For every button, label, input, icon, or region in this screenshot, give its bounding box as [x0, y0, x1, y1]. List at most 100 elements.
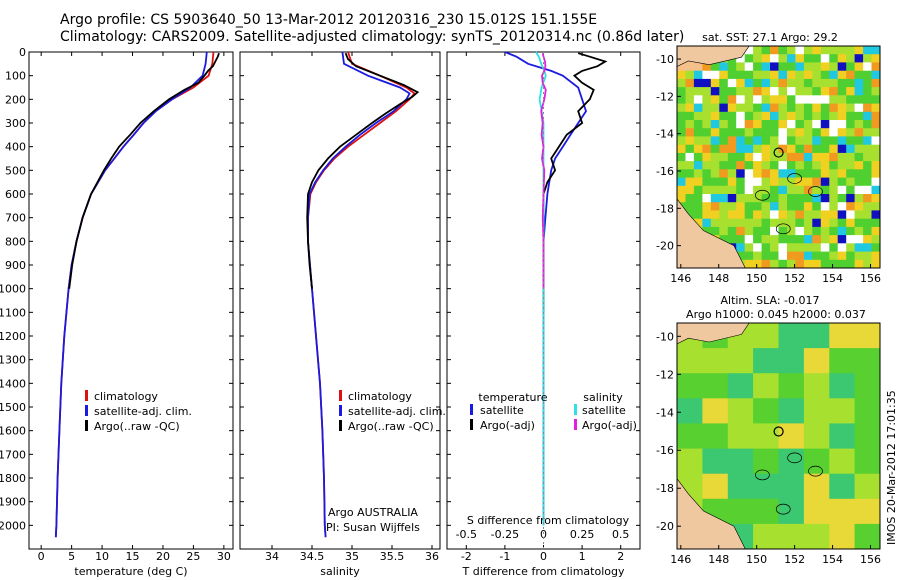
sst_map-cell [812, 169, 822, 178]
sst_map-cell [795, 218, 805, 228]
sla_map-cell [820, 498, 830, 508]
sla_map-cell [753, 339, 763, 349]
sla_map-cell [863, 482, 873, 491]
temperature-legend-label: Argo(..raw -QC) [94, 420, 180, 433]
sla_map-cell [854, 532, 864, 542]
sla_map-cell [710, 390, 720, 399]
sst_map-cell [854, 87, 864, 96]
sst_map-cell [778, 152, 788, 162]
sla_map-cell [863, 490, 873, 500]
sla_map-cell [761, 540, 771, 550]
sla_map-cell [829, 431, 839, 441]
sla_map-cell [837, 339, 847, 349]
sla_map-cell [854, 507, 864, 516]
sst_map-cell [829, 226, 839, 236]
sst_map-cell [812, 70, 822, 80]
sla_map-cell [736, 515, 746, 525]
sla_map-cell [812, 540, 822, 550]
temperature-legend-swatch [85, 420, 88, 431]
depth-tick-label: 600 [5, 188, 26, 201]
sla_map-cell [837, 498, 847, 508]
sst_map-cell [719, 235, 729, 244]
sst_map-cell [685, 194, 695, 203]
sst_map-cell [795, 136, 805, 146]
sla_map-cell [719, 440, 729, 450]
sst_map-cell [719, 218, 729, 228]
sst_map-cell [846, 259, 856, 269]
sst_map-cell [719, 111, 729, 121]
sla_map-cell [829, 406, 839, 416]
sst_map-cell [846, 54, 856, 63]
sla_map-cell [812, 398, 822, 408]
sst_map-cell [693, 120, 703, 129]
sla_map-cell [727, 339, 737, 349]
sla_map-cell [744, 473, 754, 483]
sla_map-cell [829, 498, 839, 508]
sst_map-cell [837, 202, 847, 211]
sla_map-cell [846, 440, 856, 450]
sst_map-cell [761, 120, 771, 129]
temperature-series-2 [68, 52, 220, 289]
sla_map-cell [710, 356, 720, 366]
sst_map-cell [710, 210, 720, 220]
sst_map-cell [719, 185, 729, 195]
sst_map-cell [736, 144, 746, 154]
sst_map-cell [761, 243, 771, 252]
sst_map-cell [727, 218, 737, 228]
sla_map-cell [854, 423, 864, 433]
sst_map-cell [770, 87, 779, 96]
temperature-frame [28, 51, 234, 550]
sla_map-cell [803, 373, 813, 383]
salinity-legend-label: Argo(..raw -QC) [348, 420, 434, 433]
sst_map-cell [744, 218, 754, 228]
difference-xtick-label: -2 [461, 550, 472, 563]
sla_map-cell [812, 423, 822, 433]
sst_map-cell [829, 235, 839, 244]
sla_map-cell [871, 381, 881, 391]
sla_map-cell [820, 431, 830, 441]
sst_map-cell [727, 226, 737, 236]
sla_map-ytick-label: -18 [656, 482, 674, 495]
sst_map-cell [778, 78, 788, 88]
sla_map-cell [736, 431, 746, 441]
sst_map-cell [693, 62, 703, 72]
sst_map-cell [854, 185, 864, 195]
temperature-legend-label: climatology [94, 390, 158, 403]
sst_map-cell [753, 259, 763, 269]
sla_map-cell [795, 348, 805, 357]
sst_map-cell [871, 177, 881, 187]
sla_map-cell [719, 348, 729, 357]
sla_map-cell [854, 339, 864, 349]
sla_map-cell [770, 339, 779, 349]
sst_map-cell [727, 210, 737, 220]
sla_map-xtick-label: 152 [784, 553, 805, 566]
sla_map-cell [829, 515, 839, 525]
sst_map-cell [685, 144, 695, 154]
sla_map-cell [770, 431, 779, 441]
sla_map-cell [770, 540, 779, 550]
sla_map-cell [736, 490, 746, 500]
sla_map-cell [795, 523, 805, 533]
sst_map-cell [812, 46, 822, 55]
sst_map-cell [787, 128, 796, 137]
sst_map-cell [744, 194, 754, 203]
sst_map-cell [837, 218, 847, 228]
sst_map-cell [753, 78, 763, 88]
sla_map-cell [778, 423, 788, 433]
sst_map-cell [685, 169, 695, 178]
sst_map-cell [753, 161, 763, 170]
diff-legend-swatch [470, 419, 473, 430]
sla_map-cell [803, 381, 813, 391]
sla_map-cell [803, 431, 813, 441]
sla_map-cell [863, 507, 873, 516]
sst_map-cell [812, 128, 822, 137]
sla_map-cell [702, 456, 712, 466]
sla_map-cell [744, 482, 754, 491]
temperature-xtick-label: 25 [186, 550, 200, 563]
sla_map-cell [863, 373, 873, 383]
sst_map-cell [744, 120, 754, 129]
sst_map-cell [795, 62, 805, 72]
sla_map-cell [846, 456, 856, 466]
sla_map-cell [829, 448, 839, 458]
sst_map-cell [719, 62, 729, 72]
